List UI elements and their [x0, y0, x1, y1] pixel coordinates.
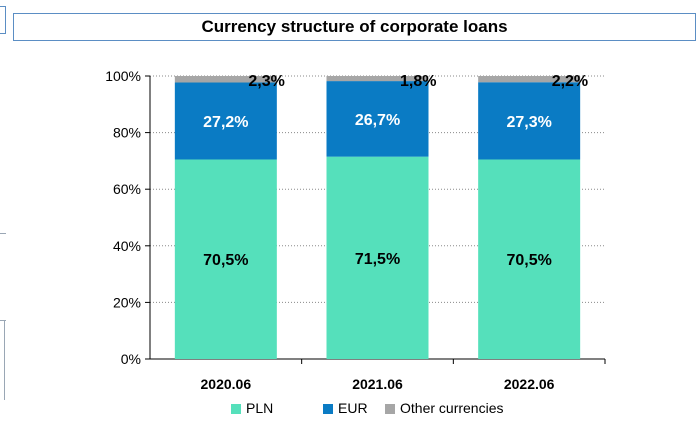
y-tick-label: 100%: [105, 68, 141, 84]
legend-swatch: [231, 404, 241, 414]
left-edge-divider: [0, 233, 6, 234]
left-edge-divider: [4, 320, 5, 400]
bar-segment-other-currencies: [326, 76, 429, 82]
x-tick-label: 2021.06: [352, 376, 403, 392]
x-tick-label: 2020.06: [201, 376, 252, 392]
bar-segment-pln: [326, 156, 429, 359]
data-label: 71,5%: [355, 251, 400, 268]
y-tick-label: 20%: [113, 294, 141, 310]
legend-swatch: [385, 404, 395, 414]
data-label: 26,7%: [355, 112, 400, 129]
bar-segment-pln: [478, 159, 581, 359]
y-tick-label: 40%: [113, 238, 141, 254]
bar-segment-eur: [326, 81, 429, 157]
bar-segment-pln: [174, 159, 277, 359]
legend-swatch: [323, 404, 333, 414]
left-edge-divider: [0, 320, 6, 321]
bar-segment-other-currencies: [478, 76, 581, 83]
bar-segment-eur: [478, 82, 581, 160]
left-edge-frame: [0, 6, 6, 34]
y-tick-label: 80%: [113, 125, 141, 141]
x-tick-label: 2022.06: [504, 376, 555, 392]
data-label: 70,5%: [506, 252, 551, 269]
data-label: 27,2%: [203, 114, 248, 131]
y-tick-label: 0%: [121, 351, 141, 367]
data-label: 2,3%: [248, 73, 284, 90]
data-label: 70,5%: [203, 252, 248, 269]
bar-segment-other-currencies: [174, 76, 277, 83]
chart-title: Currency structure of corporate loans: [13, 13, 696, 41]
y-tick-label: 60%: [113, 181, 141, 197]
data-label: 27,3%: [506, 114, 551, 131]
legend-label: EUR: [338, 400, 368, 416]
data-label: 2,2%: [552, 73, 588, 90]
data-label: 1,8%: [400, 73, 436, 90]
bar-segment-eur: [174, 82, 277, 160]
legend-label: Other currencies: [400, 400, 503, 416]
legend-label: PLN: [246, 400, 273, 416]
